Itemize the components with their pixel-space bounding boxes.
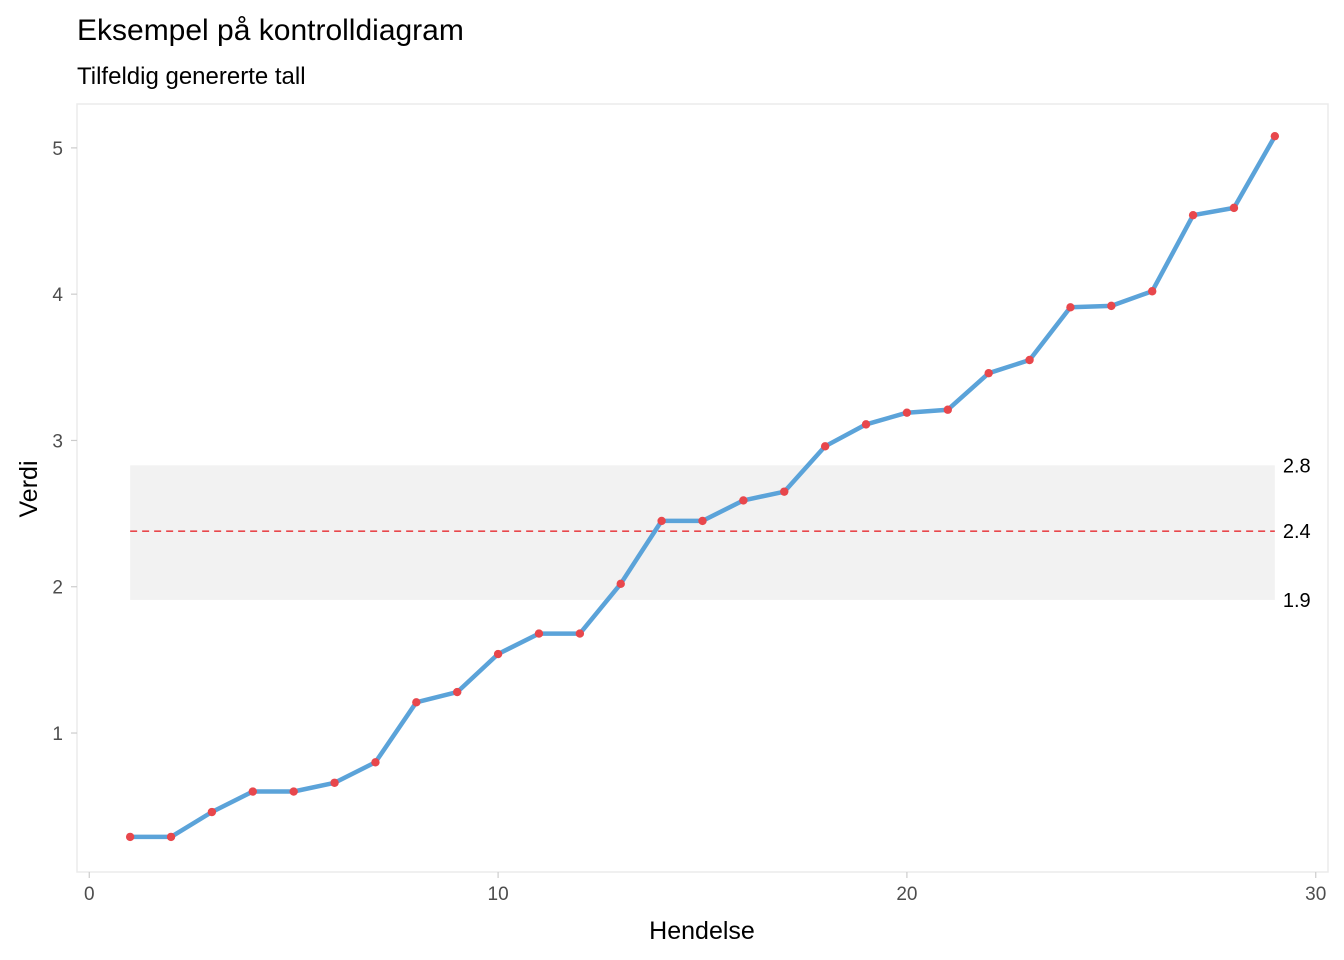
- band-label: 2.4: [1283, 521, 1311, 543]
- data-point: [575, 629, 585, 638]
- data-point: [984, 368, 993, 378]
- data-point: [1270, 131, 1280, 141]
- data-point: [943, 405, 952, 414]
- series-layer: [125, 131, 1280, 842]
- data-point: [780, 487, 789, 496]
- data-point: [1066, 303, 1075, 312]
- data-point: [125, 832, 135, 842]
- data-point: [534, 629, 544, 638]
- data-point: [207, 807, 217, 817]
- y-axis-title: Verdi: [15, 461, 43, 518]
- data-point: [657, 516, 666, 526]
- band-label: 1.9: [1283, 590, 1311, 612]
- data-point: [371, 758, 380, 767]
- data-point: [412, 698, 421, 707]
- data-point: [493, 649, 503, 659]
- chart-subtitle: Tilfeldig genererte tall: [77, 63, 306, 90]
- data-point: [1229, 203, 1239, 213]
- band-label: 2.8: [1283, 455, 1311, 477]
- y-tick-label: 5: [52, 139, 63, 160]
- y-tick-label: 4: [52, 285, 63, 306]
- data-point: [1188, 210, 1198, 220]
- data-point: [248, 787, 257, 796]
- x-axis-title: Hendelse: [649, 917, 755, 945]
- data-point: [289, 787, 298, 796]
- data-point: [453, 687, 462, 697]
- y-tick-label: 1: [52, 724, 63, 745]
- control-band: [130, 465, 1275, 600]
- y-axis: 1 2 3 4 5: [52, 139, 77, 745]
- data-point: [166, 832, 176, 842]
- x-tick-label: 10: [488, 884, 509, 905]
- data-point: [902, 408, 912, 417]
- x-tick-label: 20: [896, 884, 917, 905]
- data-point: [1148, 287, 1157, 296]
- plot-panel: [76, 103, 1329, 873]
- data-point: [1025, 355, 1034, 365]
- y-tick-label: 3: [52, 431, 63, 452]
- data-point: [330, 778, 339, 787]
- data-point: [698, 516, 707, 526]
- data-point: [1107, 301, 1116, 311]
- data-point: [820, 442, 830, 451]
- data-point: [616, 579, 625, 589]
- x-axis: 0 10 20 30: [84, 872, 1326, 905]
- x-tick-label: 30: [1305, 884, 1326, 905]
- control-band-layer: 2.8 2.4 1.9: [130, 455, 1311, 612]
- data-point: [739, 496, 748, 505]
- x-tick-label: 0: [84, 884, 95, 905]
- data-point: [861, 420, 871, 429]
- y-tick-label: 2: [52, 578, 63, 599]
- chart-title: Eksempel på kontrolldiagram: [77, 14, 464, 47]
